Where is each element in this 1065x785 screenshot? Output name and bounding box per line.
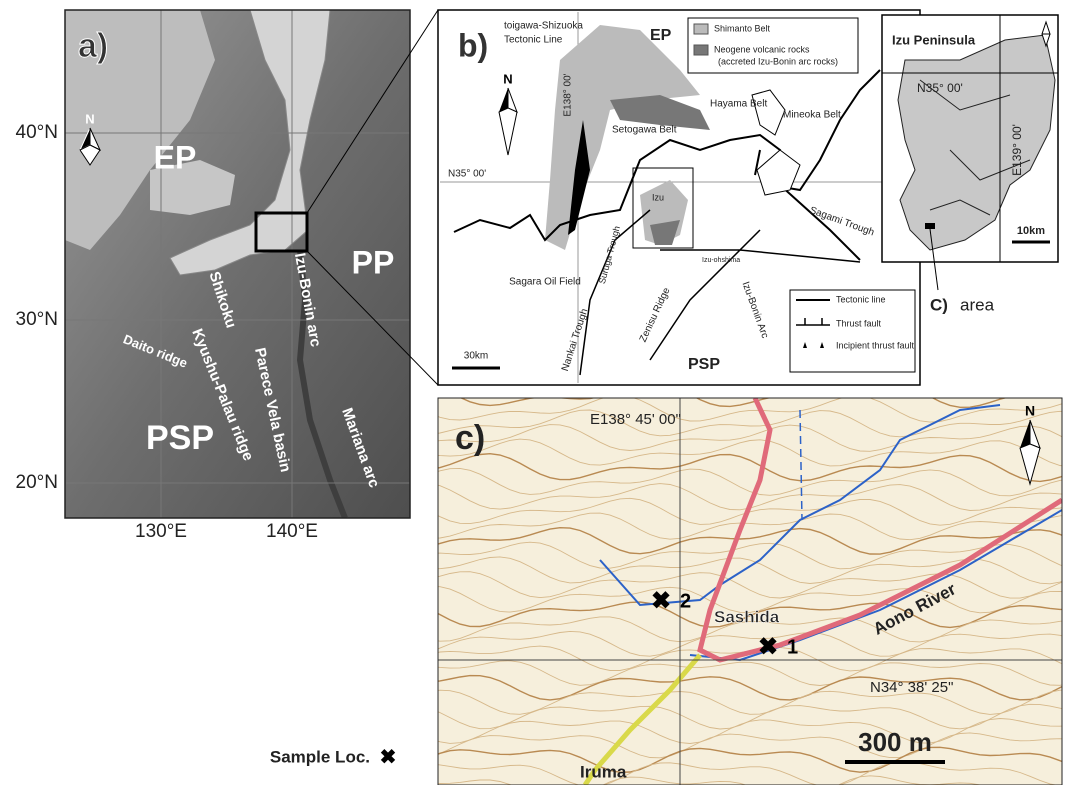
panel-b: b) toigawa-Shizuoka Tectonic Line EP PSP… xyxy=(438,10,920,385)
tectonic-line-label: Tectonic Line xyxy=(504,35,563,46)
place-label: Iruma xyxy=(580,762,627,781)
legend-label: Thrust fault xyxy=(836,318,882,328)
lat-label: 20°N xyxy=(16,472,58,493)
parallel-label: N35° 00' xyxy=(448,169,486,180)
plate-label: EP xyxy=(154,139,197,175)
plate-label: PSP xyxy=(146,419,214,457)
place-label: Sagara Oil Field xyxy=(509,277,581,288)
sample-marker: ✖ xyxy=(651,587,671,614)
lat-label: 30°N xyxy=(16,309,58,330)
plate-label: PSP xyxy=(688,356,720,373)
legend-swatch xyxy=(694,24,708,34)
place-label: Mineoka Belt xyxy=(783,110,841,121)
place-label: Izu xyxy=(652,192,664,202)
legend-box: Shimanto Belt Neogene volcanic rocks (ac… xyxy=(688,18,858,73)
legend-label: Sample Loc. xyxy=(270,747,370,766)
scale-label: 30km xyxy=(464,351,488,362)
area-label: area xyxy=(960,295,995,314)
lon-label: 140°E xyxy=(266,521,318,542)
north-label: N xyxy=(85,111,94,126)
parallel-label: N35° 00' xyxy=(917,81,963,95)
place-label: Sashida xyxy=(714,607,780,626)
legend-label: Shimanto Belt xyxy=(714,23,771,33)
meridian-label: E138° 45' 00" xyxy=(590,411,681,428)
scale-label: 300 m xyxy=(858,727,932,757)
tectonic-line-label: toigawa-Shizuoka xyxy=(504,21,583,32)
panel-label: a) xyxy=(78,27,108,65)
plate-label: PP xyxy=(352,244,395,280)
meridian-label: E139° 00' xyxy=(1010,124,1024,176)
parallel-label: N34° 38' 25" xyxy=(870,679,953,696)
meridian-label: E138° 00' xyxy=(563,73,574,116)
lon-label: 130°E xyxy=(135,521,187,542)
sample-marker: ✖ xyxy=(758,633,778,660)
figure: a) N EP PP PSP Izu-Bonin arc Shikoku Par… xyxy=(0,0,1065,785)
panel-label: b) xyxy=(458,27,488,63)
area-label: C) xyxy=(930,295,948,314)
line-legend: Tectonic line Thrust fault Incipient thr… xyxy=(790,290,915,372)
place-label: Hayama Belt xyxy=(710,99,767,110)
legend-swatch xyxy=(694,45,708,55)
north-label: N xyxy=(1025,403,1035,419)
panel-c: c) E138° 45' 00" N34° 38' 25" N Sashida … xyxy=(430,381,1065,785)
site-label: 2 xyxy=(680,590,691,612)
place-label: Izu-ohshima xyxy=(702,257,740,264)
scale-label: 10km xyxy=(1017,225,1045,237)
legend-label: Incipient thrust fault xyxy=(836,340,915,350)
plate-label: EP xyxy=(650,27,672,44)
north-label: N xyxy=(503,71,512,86)
legend-label: Tectonic line xyxy=(836,294,886,304)
panel-a: a) N EP PP PSP Izu-Bonin arc Shikoku Par… xyxy=(16,10,438,542)
legend-marker: ✖ xyxy=(380,746,397,768)
panel-label: c) xyxy=(455,419,485,457)
inset-title: Izu Peninsula xyxy=(892,32,976,47)
area-marker xyxy=(925,223,935,229)
legend-label: Neogene volcanic rocks xyxy=(714,44,810,54)
lat-label: 40°N xyxy=(16,122,58,143)
legend-label: (accreted Izu-Bonin arc rocks) xyxy=(718,56,838,66)
site-label: 1 xyxy=(787,636,798,658)
place-label: Setogawa Belt xyxy=(612,125,677,136)
